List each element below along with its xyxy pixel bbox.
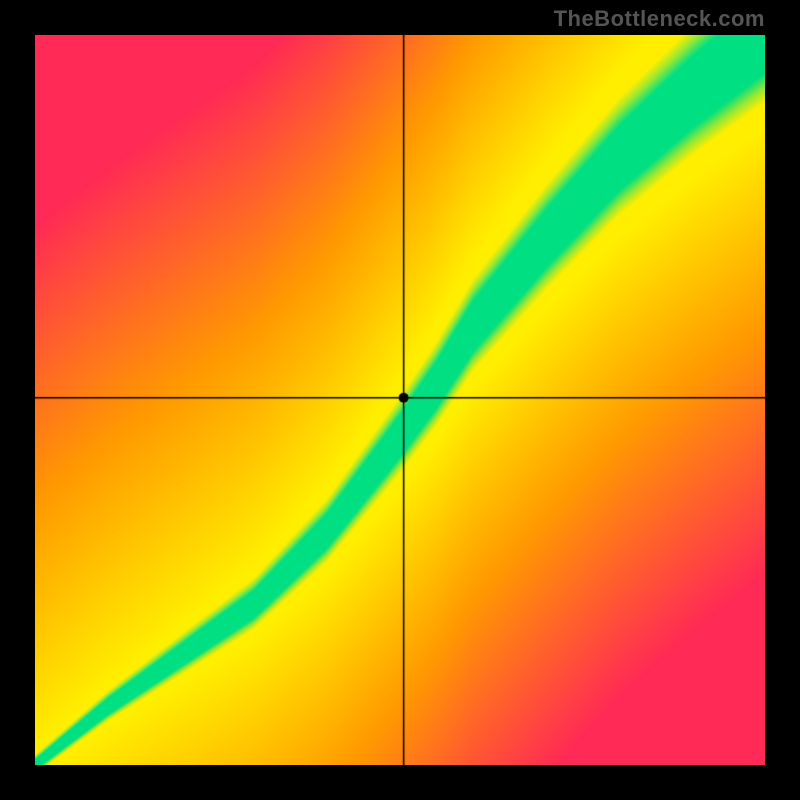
chart-container: TheBottleneck.com <box>0 0 800 800</box>
watermark-text: TheBottleneck.com <box>554 6 765 32</box>
crosshair-overlay <box>35 35 765 765</box>
